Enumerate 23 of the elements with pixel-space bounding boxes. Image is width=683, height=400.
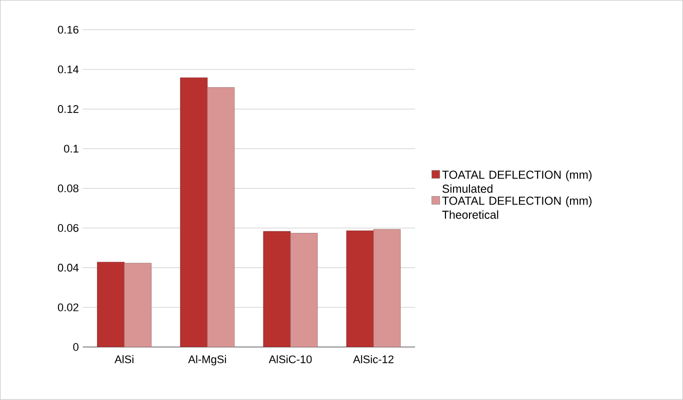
bar — [263, 231, 291, 348]
bar — [290, 233, 318, 348]
bar — [373, 229, 401, 348]
legend-label: TOATAL DEFLECTION (mm) Simulated — [442, 170, 592, 193]
bar — [180, 78, 208, 348]
y-tick-label: 0.1 — [64, 144, 78, 153]
y-tick-label: 0 — [73, 343, 78, 352]
x-tick-label: Al-MgSi — [188, 355, 226, 366]
y-tick-label: 0.12 — [58, 105, 78, 114]
legend-label: TOATAL DEFLECTION (mm) Theoretical — [442, 196, 592, 219]
y-tick-label: 0.16 — [58, 26, 78, 34]
y-tick-label: 0.08 — [58, 184, 78, 192]
y-tick-label: 0.02 — [58, 304, 78, 312]
bar — [97, 262, 125, 348]
x-tick-label: AlSiC-10 — [268, 355, 312, 364]
x-tick-label: AlSic-12 — [353, 355, 394, 364]
bar — [124, 263, 152, 348]
y-tick-label: 0.04 — [58, 264, 79, 272]
bar — [207, 87, 235, 348]
x-tick-label: AlSi — [114, 355, 134, 364]
bar — [346, 230, 374, 348]
y-tick-label: 0.06 — [58, 224, 78, 232]
y-tick-label: 0.14 — [58, 66, 79, 74]
